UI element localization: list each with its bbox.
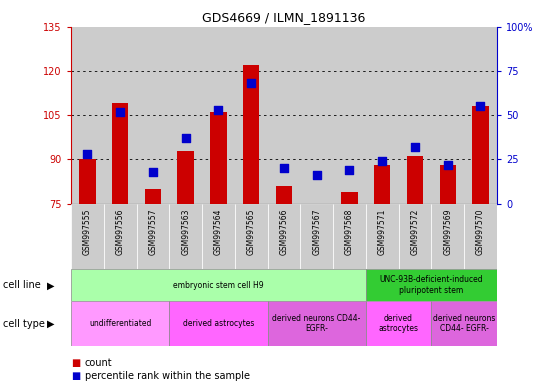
Text: embryonic stem cell H9: embryonic stem cell H9 bbox=[173, 281, 264, 290]
Bar bbox=[472, 106, 489, 204]
Bar bbox=[235, 27, 268, 204]
Text: GSM997557: GSM997557 bbox=[149, 209, 157, 255]
Text: GSM997567: GSM997567 bbox=[312, 209, 321, 255]
Text: cell type: cell type bbox=[3, 319, 45, 329]
Bar bbox=[169, 204, 202, 269]
Text: percentile rank within the sample: percentile rank within the sample bbox=[85, 371, 250, 381]
Text: GSM997556: GSM997556 bbox=[116, 209, 124, 255]
Text: GSM997571: GSM997571 bbox=[378, 209, 387, 255]
Bar bbox=[202, 204, 235, 269]
Text: undifferentiated: undifferentiated bbox=[89, 319, 151, 328]
Point bbox=[411, 144, 419, 150]
Text: count: count bbox=[85, 358, 112, 368]
Text: GSM997570: GSM997570 bbox=[476, 209, 485, 255]
Point bbox=[378, 158, 387, 164]
Bar bbox=[202, 27, 235, 204]
Bar bbox=[366, 269, 497, 301]
Bar bbox=[431, 301, 497, 346]
Bar bbox=[407, 156, 423, 204]
Point bbox=[214, 107, 223, 113]
Text: derived
astrocytes: derived astrocytes bbox=[378, 314, 419, 333]
Bar bbox=[464, 27, 497, 204]
Bar bbox=[136, 27, 169, 204]
Bar bbox=[333, 204, 366, 269]
Text: ■: ■ bbox=[71, 358, 80, 368]
Point bbox=[443, 162, 452, 168]
Bar bbox=[399, 204, 431, 269]
Point bbox=[181, 135, 190, 141]
Point bbox=[247, 80, 256, 86]
Text: cell line: cell line bbox=[3, 280, 40, 290]
Point bbox=[149, 169, 157, 175]
Bar bbox=[210, 112, 227, 204]
Bar bbox=[169, 27, 202, 204]
Text: ■: ■ bbox=[71, 371, 80, 381]
Bar bbox=[104, 204, 136, 269]
Point bbox=[116, 109, 124, 115]
Bar bbox=[136, 204, 169, 269]
Text: derived neurons CD44-
EGFR-: derived neurons CD44- EGFR- bbox=[272, 314, 361, 333]
Bar bbox=[71, 269, 366, 301]
Bar bbox=[243, 65, 259, 204]
Bar bbox=[399, 27, 431, 204]
Text: derived astrocytes: derived astrocytes bbox=[183, 319, 254, 328]
Bar bbox=[71, 204, 104, 269]
Bar bbox=[104, 27, 136, 204]
Text: GSM997569: GSM997569 bbox=[443, 209, 452, 255]
Bar bbox=[268, 27, 300, 204]
Bar bbox=[300, 204, 333, 269]
Point bbox=[345, 167, 354, 173]
Bar bbox=[79, 159, 96, 204]
Bar bbox=[341, 192, 358, 204]
Text: GSM997572: GSM997572 bbox=[411, 209, 419, 255]
Text: GSM997555: GSM997555 bbox=[83, 209, 92, 255]
Bar bbox=[276, 186, 292, 204]
Bar bbox=[235, 204, 268, 269]
Bar bbox=[374, 165, 390, 204]
Bar bbox=[431, 27, 464, 204]
Bar bbox=[366, 301, 431, 346]
Point bbox=[312, 172, 321, 178]
Text: ▶: ▶ bbox=[47, 319, 55, 329]
Point bbox=[280, 165, 288, 171]
Bar bbox=[71, 27, 104, 204]
Bar bbox=[440, 165, 456, 204]
Point bbox=[476, 103, 485, 109]
Bar bbox=[112, 103, 128, 204]
Bar bbox=[333, 27, 366, 204]
Bar bbox=[268, 301, 366, 346]
Bar bbox=[366, 27, 399, 204]
Bar bbox=[169, 301, 268, 346]
Bar bbox=[71, 301, 169, 346]
Text: GSM997565: GSM997565 bbox=[247, 209, 256, 255]
Title: GDS4669 / ILMN_1891136: GDS4669 / ILMN_1891136 bbox=[202, 11, 366, 24]
Text: derived neurons
CD44- EGFR-: derived neurons CD44- EGFR- bbox=[433, 314, 495, 333]
Point bbox=[83, 151, 92, 157]
Bar bbox=[145, 189, 161, 204]
Text: GSM997564: GSM997564 bbox=[214, 209, 223, 255]
Bar bbox=[431, 204, 464, 269]
Text: UNC-93B-deficient-induced
pluripotent stem: UNC-93B-deficient-induced pluripotent st… bbox=[379, 275, 483, 295]
Text: ▶: ▶ bbox=[47, 280, 55, 290]
Bar bbox=[464, 204, 497, 269]
Text: GSM997566: GSM997566 bbox=[280, 209, 288, 255]
Bar bbox=[268, 204, 300, 269]
Bar bbox=[177, 151, 194, 204]
Bar bbox=[300, 27, 333, 204]
Bar bbox=[366, 204, 399, 269]
Text: GSM997563: GSM997563 bbox=[181, 209, 190, 255]
Text: GSM997568: GSM997568 bbox=[345, 209, 354, 255]
